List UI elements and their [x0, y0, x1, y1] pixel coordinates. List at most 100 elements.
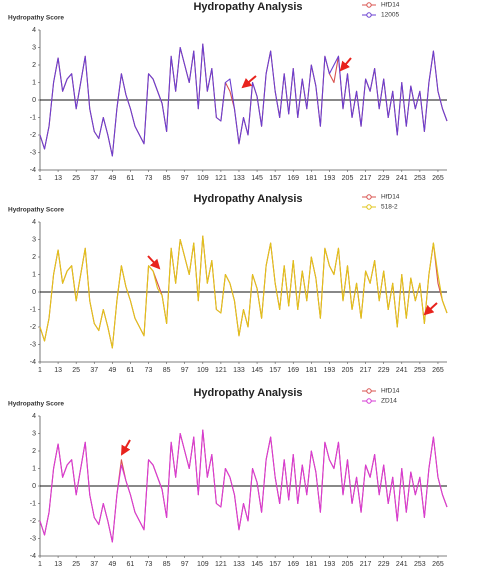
y-tick-label: -3 [30, 341, 36, 348]
legend-label: ZD14 [381, 398, 397, 405]
x-tick-label: 37 [90, 367, 98, 374]
x-tick-label: 121 [215, 175, 227, 182]
x-tick-label: 85 [163, 175, 171, 182]
x-tick-label: 49 [108, 175, 116, 182]
series-line [39, 429, 448, 543]
y-tick-label: -1 [30, 500, 36, 507]
y-tick-label: -1 [30, 306, 36, 313]
x-tick-label: 217 [360, 175, 372, 182]
y-tick-label: -4 [30, 553, 36, 560]
y-tick-label: 2 [32, 62, 36, 69]
chart: Hydropathy Analysis Hydropathy Score -4 -3 -… [8, 387, 448, 568]
arrow [339, 57, 352, 72]
x-tick-label: 157 [269, 175, 281, 182]
x-tick-label: 265 [432, 175, 444, 182]
x-tick-label: 25 [72, 561, 80, 568]
y-tick-label: -4 [30, 359, 36, 366]
x-tick-label: 205 [342, 367, 354, 374]
x-tick-label: 253 [414, 367, 426, 374]
y-tick-label: -2 [30, 324, 36, 331]
y-tick-label: 2 [32, 254, 36, 261]
x-tick-label: 181 [305, 561, 317, 568]
legend-label: HfD14 [381, 388, 400, 395]
x-tick-label: 229 [378, 175, 390, 182]
x-tick-label: 253 [414, 175, 426, 182]
x-tick-label: 13 [54, 561, 62, 568]
x-tick-label: 157 [269, 367, 281, 374]
x-tick-label: 109 [197, 175, 209, 182]
legend-marker [366, 2, 372, 8]
x-tick-label: 181 [305, 367, 317, 374]
x-tick-label: 61 [127, 561, 135, 568]
x-tick-label: 109 [197, 367, 209, 374]
y-tick-label: -1 [30, 114, 36, 121]
y-tick-label: 1 [32, 79, 36, 86]
x-tick-label: 145 [251, 367, 263, 374]
x-tick-label: 229 [378, 561, 390, 568]
y-tick-label: 3 [32, 236, 36, 243]
x-tick-label: 133 [233, 175, 245, 182]
y-tick-label: 3 [32, 430, 36, 437]
y-tick-label: -3 [30, 535, 36, 542]
x-tick-label: 61 [127, 367, 135, 374]
chart: Hydropathy Analysis Hydropathy Score -4 -3 -… [8, 1, 448, 182]
x-tick-label: 37 [90, 175, 98, 182]
legend-marker [366, 388, 372, 394]
x-tick-label: 121 [215, 561, 227, 568]
y-tick-label: 0 [32, 289, 36, 296]
y-tick-label: -2 [30, 132, 36, 139]
x-tick-label: 253 [414, 561, 426, 568]
x-tick-label: 37 [90, 561, 98, 568]
x-tick-label: 169 [287, 367, 299, 374]
x-tick-label: 73 [145, 175, 153, 182]
legend-label: HfD14 [381, 2, 400, 9]
x-tick-label: 1 [38, 561, 42, 568]
x-tick-label: 97 [181, 175, 189, 182]
y-tick-label: 1 [32, 271, 36, 278]
arrow [121, 439, 131, 456]
x-tick-label: 241 [396, 367, 408, 374]
x-tick-label: 193 [324, 561, 336, 568]
x-tick-label: 265 [432, 367, 444, 374]
y-tick-label: 3 [32, 44, 36, 51]
x-tick-label: 85 [163, 367, 171, 374]
arrows [121, 57, 438, 456]
y-tick-label: 4 [32, 413, 36, 420]
chart-title: Hydropathy Analysis [193, 387, 302, 399]
y-tick-label: -4 [30, 167, 36, 174]
x-tick-label: 73 [145, 367, 153, 374]
x-tick-label: 13 [54, 175, 62, 182]
x-tick-label: 145 [251, 175, 263, 182]
arrow [423, 302, 438, 316]
x-tick-label: 193 [324, 367, 336, 374]
x-tick-label: 193 [324, 175, 336, 182]
y-tick-label: 2 [32, 448, 36, 455]
x-tick-label: 241 [396, 175, 408, 182]
x-tick-label: 181 [305, 175, 317, 182]
x-tick-label: 61 [127, 175, 135, 182]
x-tick-label: 1 [38, 367, 42, 374]
x-tick-label: 217 [360, 367, 372, 374]
x-tick-label: 169 [287, 561, 299, 568]
arrow [147, 255, 161, 270]
y-tick-label: -2 [30, 518, 36, 525]
legend-label: 518-2 [381, 204, 398, 211]
x-tick-label: 205 [342, 175, 354, 182]
chart-title: Hydropathy Analysis [193, 193, 302, 205]
x-tick-label: 97 [181, 561, 189, 568]
x-tick-label: 133 [233, 561, 245, 568]
legend-marker [366, 194, 372, 200]
series-line [39, 43, 448, 157]
x-tick-label: 169 [287, 175, 299, 182]
y-tick-label: 0 [32, 97, 36, 104]
legend-marker [366, 12, 372, 18]
x-tick-label: 145 [251, 561, 263, 568]
arrow [241, 75, 257, 89]
legend-marker [366, 204, 372, 210]
x-tick-label: 241 [396, 561, 408, 568]
x-tick-label: 97 [181, 367, 189, 374]
x-tick-label: 265 [432, 561, 444, 568]
x-tick-label: 1 [38, 175, 42, 182]
y-axis-label: Hydropathy Score [8, 15, 64, 22]
chart-title: Hydropathy Analysis [193, 1, 302, 13]
